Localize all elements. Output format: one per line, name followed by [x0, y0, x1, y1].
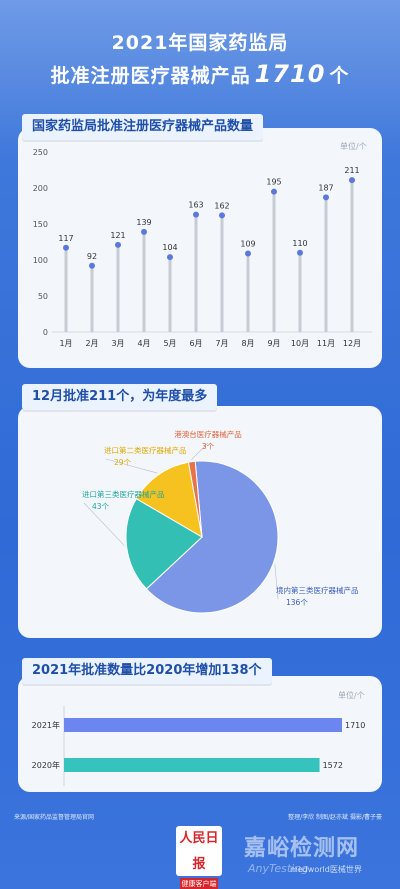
data-label: 211	[344, 166, 359, 175]
slice-value-label: 3个	[202, 442, 215, 451]
lollipop-point	[219, 212, 225, 219]
data-label: 109	[240, 240, 255, 249]
pie-slice	[187, 460, 203, 538]
category-pie-chart: 境内第三类医疗器械产品 136个 进口第三类医疗器械产品 43个 进口第二类医疗器械产品…	[82, 429, 359, 614]
data-label: 92	[87, 252, 97, 261]
lollipop-point	[193, 211, 199, 218]
yearly-comparison-chart: 2021年 1710 2020年 1572	[32, 706, 365, 786]
x-tick-label: 10月	[291, 339, 309, 348]
title-number: 1710	[254, 60, 326, 88]
data-label: 139	[136, 218, 151, 227]
lollipop-point	[89, 262, 95, 269]
comparison-bar	[64, 718, 342, 732]
lollipop-point	[115, 241, 121, 248]
x-tick-label: 11月	[317, 339, 335, 348]
data-label: 121	[110, 231, 125, 240]
slice-label: 境内第三类医疗器械产品	[276, 585, 359, 595]
data-label: 117	[58, 234, 73, 243]
source-note: 来源/国家药品监督管理局官网	[14, 814, 95, 821]
x-tick-label: 4月	[137, 339, 150, 348]
y-tick-label: 200	[33, 184, 48, 193]
category-label: 2021年	[32, 720, 60, 730]
watermark-sub: AnyTesting	[248, 862, 309, 875]
slice-label: 港澳台医疗器械产品	[174, 429, 242, 439]
bar-value-label: 1572	[323, 761, 343, 770]
slice-value-label: 43个	[92, 502, 110, 511]
data-label: 110	[292, 239, 307, 248]
x-tick-label: 7月	[215, 339, 228, 348]
x-tick-label: 1月	[59, 339, 72, 348]
y-tick-label: 50	[38, 292, 48, 301]
logo-tagline: 健康客户端	[180, 878, 218, 889]
lollipop-point	[271, 188, 277, 195]
y-tick-label: 150	[33, 220, 48, 229]
slice-value-label: 136个	[286, 598, 308, 607]
lollipop-point	[167, 254, 173, 261]
comparison-bar	[64, 758, 320, 772]
section-label-december: 12月批准211个，为年度最多	[22, 384, 218, 410]
credits-note: 整理/李欣 制图/赵亦斌 摄影/曹子豪	[288, 814, 382, 821]
x-tick-label: 9月	[267, 339, 280, 348]
slice-label: 进口第三类医疗器械产品	[82, 489, 165, 499]
x-tick-label: 8月	[241, 339, 254, 348]
leader-line	[83, 502, 125, 546]
watermark-main: 嘉峪检测网	[244, 836, 360, 861]
pie-slice	[135, 461, 203, 538]
logo-name: 人民日报	[179, 831, 219, 872]
lollipop-point	[141, 228, 147, 235]
x-tick-label: 6月	[189, 339, 202, 348]
lollipop-point	[63, 244, 69, 251]
data-label: 162	[214, 201, 229, 210]
title-line-1: 2021年国家药监局	[111, 32, 289, 54]
lollipop-point	[245, 250, 251, 257]
pie-slice	[125, 497, 203, 590]
slice-value-label: 29个	[114, 458, 132, 467]
lollipop-point	[349, 177, 355, 184]
watermark-account: medworld医械世界	[290, 865, 362, 874]
pie-slice	[145, 460, 279, 614]
data-label: 163	[188, 201, 203, 210]
leader-line	[274, 564, 279, 600]
x-tick-label: 2月	[85, 339, 98, 348]
lollipop-point	[297, 249, 303, 256]
y-tick-label: 250	[33, 148, 48, 157]
unit-label-comparison: 单位/个	[338, 691, 365, 700]
x-tick-label: 5月	[163, 339, 176, 348]
title-prefix: 批准注册医疗器械产品	[50, 65, 251, 87]
section-label-comparison: 2021年批准数量比2020年增加138个	[22, 658, 272, 684]
slice-label: 进口第二类医疗器械产品	[104, 445, 187, 455]
comparison-chart-panel	[18, 676, 382, 792]
category-label: 2020年	[32, 760, 60, 770]
title-suffix: 个	[329, 65, 350, 87]
publisher-logo: 人民日报 健康客户端	[176, 826, 222, 889]
y-tick-label: 100	[33, 256, 48, 265]
unit-label-monthly: 单位/个	[340, 142, 367, 151]
page-title: 2021年国家药监局 批准注册医疗器械产品 1710 个	[0, 28, 400, 92]
section-label-monthly: 国家药监局批准注册医疗器械产品数量	[22, 114, 264, 140]
lollipop-point	[323, 194, 329, 201]
data-label: 104	[162, 243, 177, 252]
y-tick-label: 0	[43, 328, 48, 337]
x-tick-label: 3月	[111, 339, 124, 348]
monthly-chart-panel	[18, 128, 382, 368]
monthly-lollipop-chart: 0 50 100 150 200 250 117 1月 92 2月 121 3月 139 4月 104 5月 1…	[33, 148, 372, 348]
bar-value-label: 1710	[345, 721, 365, 730]
leader-line	[191, 442, 209, 460]
x-tick-label: 12月	[343, 339, 361, 348]
leader-line	[105, 458, 158, 474]
data-label: 187	[318, 183, 333, 192]
data-label: 195	[266, 178, 281, 187]
title-line-2: 批准注册医疗器械产品 1710 个	[0, 58, 400, 92]
